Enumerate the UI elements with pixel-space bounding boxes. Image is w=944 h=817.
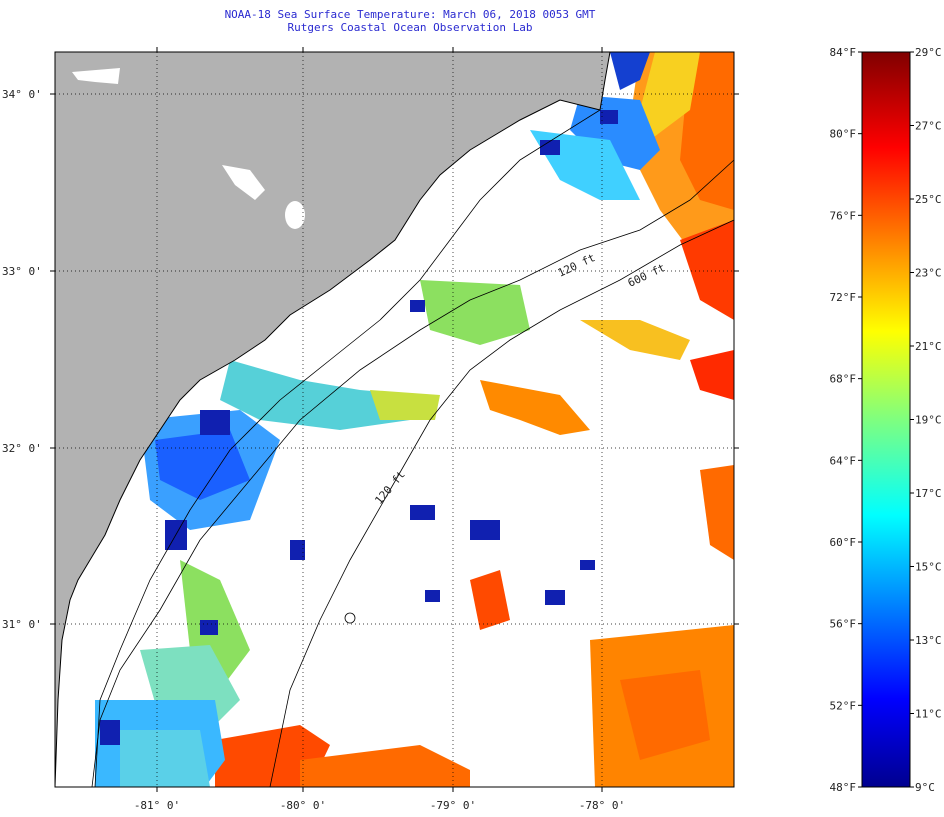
c-label: 9°C bbox=[915, 781, 935, 794]
f-label: 48°F bbox=[830, 781, 857, 794]
f-label: 68°F bbox=[830, 373, 857, 386]
c-label: 29°C bbox=[915, 46, 942, 59]
isobath-120ft-outer bbox=[94, 109, 601, 787]
c-label: 19°C bbox=[915, 414, 942, 427]
c-label: 23°C bbox=[915, 267, 942, 280]
lon-label-78: -78° 0' bbox=[579, 799, 625, 812]
c-label: 11°C bbox=[915, 708, 942, 721]
land bbox=[55, 52, 610, 787]
lat-label-33: 33° 0' bbox=[2, 265, 42, 278]
fahrenheit-ticks: 84°F 80°F 76°F 72°F 68°F 64°F 60°F 56°F 52°F 48°F bbox=[830, 46, 862, 794]
f-label: 52°F bbox=[830, 699, 857, 712]
axis-ticks bbox=[50, 47, 739, 792]
f-label: 80°F bbox=[830, 128, 857, 141]
c-label: 13°C bbox=[915, 634, 942, 647]
c-label: 21°C bbox=[915, 340, 942, 353]
f-label: 64°F bbox=[830, 454, 857, 467]
lon-label-79: -79° 0' bbox=[430, 799, 476, 812]
sst-warm-patches bbox=[215, 52, 734, 787]
c-label: 17°C bbox=[915, 487, 942, 500]
c-label: 15°C bbox=[915, 561, 942, 574]
lat-label-31: 31° 0' bbox=[2, 618, 42, 631]
graticule bbox=[55, 52, 734, 787]
f-label: 76°F bbox=[830, 209, 857, 222]
f-label: 60°F bbox=[830, 536, 857, 549]
f-label: 72°F bbox=[830, 291, 857, 304]
c-label: 27°C bbox=[915, 120, 942, 133]
sst-cool-patches bbox=[95, 52, 660, 787]
title-line-1: NOAA-18 Sea Surface Temperature: March 0… bbox=[224, 8, 596, 21]
c-label: 25°C bbox=[915, 193, 942, 206]
inland-water bbox=[58, 68, 305, 740]
f-label: 56°F bbox=[830, 618, 857, 631]
f-label: 84°F bbox=[830, 46, 857, 59]
lat-label-32: 32° 0' bbox=[2, 442, 42, 455]
colorbar-gradient bbox=[861, 51, 911, 788]
isobath-120ft-inner bbox=[91, 159, 734, 787]
lon-label-81: -81° 0' bbox=[134, 799, 180, 812]
map-frame bbox=[54, 51, 735, 788]
lat-label-34: 34° 0' bbox=[2, 88, 42, 101]
seamount-contour bbox=[344, 612, 356, 624]
celsius-ticks: 29°C 27°C 25°C 23°C 21°C 19°C 17°C 15°C 13°C 11°C… bbox=[910, 46, 942, 794]
isobath-600ft bbox=[269, 219, 734, 787]
coastline bbox=[55, 52, 611, 787]
lon-label-80: -80° 0' bbox=[280, 799, 326, 812]
title-line-2: Rutgers Coastal Ocean Observation Lab bbox=[287, 21, 533, 34]
